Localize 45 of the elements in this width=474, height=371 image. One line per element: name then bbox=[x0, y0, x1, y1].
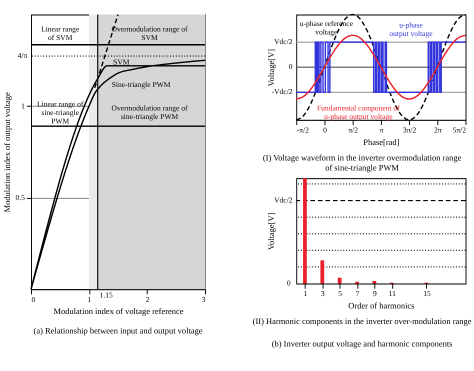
x-tick-label: 5 bbox=[338, 289, 342, 298]
ref-line-label: 0 bbox=[288, 62, 293, 72]
y-axis-title: Modulation index of output voltage bbox=[2, 92, 12, 212]
x-tick-label: 2 bbox=[146, 294, 150, 304]
y-axis-title: Voltage[V] bbox=[266, 212, 276, 250]
series-label: u-phase output voltage bbox=[389, 20, 434, 38]
x-tick-label: 3 bbox=[320, 289, 325, 298]
x-tick-label: π bbox=[379, 126, 384, 135]
x-tick-label: 1 bbox=[88, 294, 92, 304]
ref-line-label: -Vdc/2 bbox=[272, 87, 293, 96]
annotation: Overmodulation range of sine-triangle PWM bbox=[112, 103, 188, 121]
x-tick-label: 0 bbox=[323, 126, 328, 135]
x-tick-label: -π/2 bbox=[296, 126, 310, 135]
x-tick-label: 2π bbox=[434, 126, 442, 135]
x-tick-label: 3π/2 bbox=[402, 126, 417, 135]
annotation: Overmodulation range of SVM bbox=[112, 24, 188, 42]
ref-line-label: 1.15 bbox=[100, 290, 114, 300]
x-tick-label: 5π/2 bbox=[452, 126, 466, 135]
ref-line-label: Vdc/2 bbox=[274, 195, 293, 204]
text: 0 bbox=[286, 278, 291, 288]
x-axis-title: Modulation index of voltage reference bbox=[53, 306, 184, 316]
text: (a) Relationship between input and output voltage bbox=[34, 325, 203, 336]
text: (II) Harmonic components in the inverter over-modulation range bbox=[252, 316, 472, 326]
text: (I) Voltage waveform in the inverter overmodulation range of sine-triangle PWM bbox=[262, 152, 462, 173]
x-tick-label: π/2 bbox=[348, 126, 358, 135]
annotation: Linear range of SVM bbox=[41, 24, 80, 42]
x-tick-label: 3 bbox=[202, 294, 206, 304]
series-label: Fundamental component of u-phase output voltage bbox=[316, 103, 400, 121]
x-tick-label: 0 bbox=[32, 294, 36, 304]
x-tick-label: 11 bbox=[388, 289, 396, 298]
series-label: Sine-triangle PWM bbox=[112, 80, 171, 89]
x-tick-label: 15 bbox=[423, 289, 431, 298]
x-axis-title: Phase[rad] bbox=[363, 136, 400, 147]
x-tick-label: 7 bbox=[356, 289, 360, 298]
series-label: SVM bbox=[113, 57, 130, 66]
y-axis-title: Voltage[V] bbox=[266, 48, 276, 86]
y-tick-label: 0.5 bbox=[16, 192, 26, 202]
x-tick-label: 1 bbox=[304, 289, 308, 298]
x-tick-label: 9 bbox=[372, 289, 377, 298]
annotation: Linear range of sine-triangle PWM bbox=[37, 100, 84, 126]
ref-line-label: 4/π bbox=[18, 50, 28, 60]
series-label: u-phase reference voltage bbox=[300, 18, 354, 36]
x-axis-title: Order of harmonics bbox=[348, 300, 414, 310]
text: (b) Inverter output voltage and harmonic components bbox=[272, 338, 452, 349]
ref-line-label: Vdc/2 bbox=[274, 37, 293, 46]
